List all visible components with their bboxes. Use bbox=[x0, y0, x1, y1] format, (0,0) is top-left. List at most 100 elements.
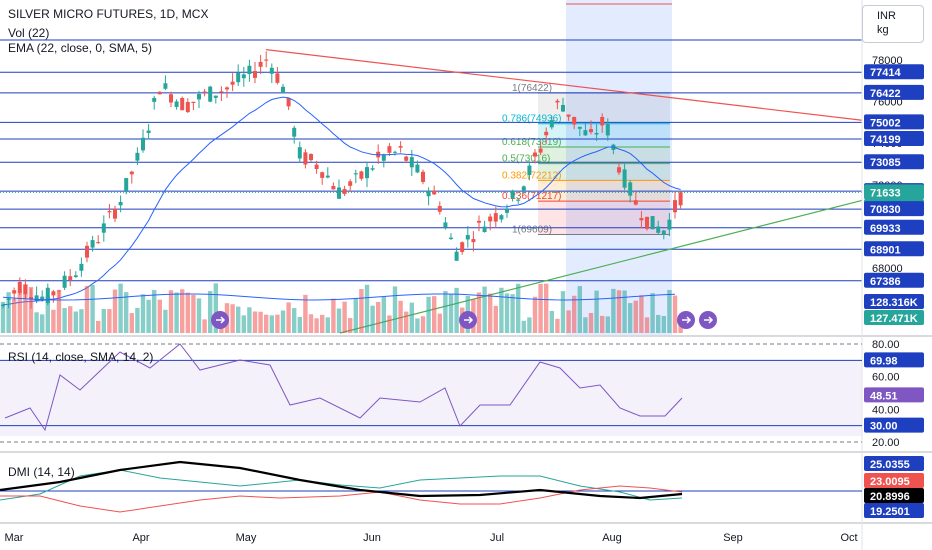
rsi-legend: RSI (14, close, SMA, 14, 2) bbox=[8, 350, 153, 364]
volume-bar bbox=[68, 306, 73, 333]
candle bbox=[146, 123, 151, 140]
volume-bar bbox=[185, 292, 190, 333]
volume-bar bbox=[208, 291, 213, 333]
price-label-bg bbox=[864, 84, 924, 100]
time-tick: Aug bbox=[602, 532, 622, 544]
candle-body bbox=[387, 146, 392, 153]
candle-body bbox=[477, 220, 481, 223]
rsi-band bbox=[0, 360, 862, 436]
candle-body bbox=[241, 74, 246, 79]
rsi-line bbox=[4, 343, 683, 432]
candle bbox=[577, 126, 582, 137]
candle-body bbox=[325, 175, 330, 178]
candle-body bbox=[253, 71, 257, 78]
volume-bar bbox=[202, 319, 207, 333]
candle bbox=[549, 116, 554, 130]
volume-bar bbox=[611, 288, 616, 333]
candle-body bbox=[17, 281, 22, 293]
volume-bar bbox=[51, 309, 56, 333]
fib-label: 0.382(72212) bbox=[502, 170, 562, 181]
arrow-icon bbox=[464, 316, 474, 324]
candle bbox=[387, 143, 392, 156]
rsi-tick: 40.00 bbox=[872, 404, 900, 416]
candle-body bbox=[146, 130, 151, 133]
volume-bar bbox=[286, 302, 291, 333]
volume-bar bbox=[443, 291, 448, 333]
candle bbox=[297, 141, 302, 163]
volume-bar bbox=[521, 320, 526, 333]
rsi-label: 30.00 bbox=[870, 421, 898, 433]
time-tick: Sep bbox=[723, 532, 743, 544]
volume-bar bbox=[415, 318, 420, 333]
unit-selector[interactable]: INR kg bbox=[862, 5, 924, 43]
candle-body bbox=[90, 240, 95, 248]
candle bbox=[191, 101, 196, 111]
rsi-tick: 20.00 bbox=[872, 437, 900, 449]
volume-bar bbox=[308, 314, 314, 333]
candle bbox=[51, 289, 56, 303]
volume-bar bbox=[135, 307, 140, 333]
volume-bar bbox=[107, 309, 112, 333]
candle-body bbox=[639, 218, 644, 221]
dmi-legend: DMI (14, 14) bbox=[8, 465, 75, 479]
candle-body bbox=[169, 94, 173, 103]
volume-bar bbox=[213, 283, 218, 333]
volume-bar bbox=[532, 296, 538, 333]
candle bbox=[286, 97, 291, 111]
chart-title: SILVER MICRO FUTURES, 1D, MCX bbox=[8, 7, 208, 21]
candle-body bbox=[505, 209, 509, 213]
candle-body bbox=[499, 215, 504, 220]
volume-bar bbox=[191, 294, 196, 333]
candle-body bbox=[337, 187, 341, 199]
candle-body bbox=[583, 130, 588, 136]
candle-body bbox=[617, 167, 621, 173]
candle-body bbox=[421, 171, 425, 182]
candle-body bbox=[527, 165, 532, 175]
candle-body bbox=[359, 171, 364, 179]
candle-body bbox=[538, 148, 543, 153]
candle bbox=[443, 217, 448, 230]
ema-line bbox=[2, 96, 681, 306]
candle-body bbox=[432, 190, 437, 195]
volume-bar bbox=[392, 286, 398, 333]
volume-bar bbox=[280, 310, 286, 333]
volume-bar bbox=[370, 305, 375, 333]
price-label: 74199 bbox=[870, 134, 901, 146]
volume-legend: Vol (22) bbox=[8, 26, 49, 40]
candle-body bbox=[12, 290, 17, 294]
volume-bar bbox=[196, 298, 202, 333]
candle bbox=[622, 163, 627, 190]
price-label-bg bbox=[864, 219, 924, 235]
candle bbox=[365, 161, 369, 188]
price-label-bg bbox=[864, 154, 924, 170]
candle bbox=[381, 153, 386, 168]
candle-body bbox=[275, 73, 280, 83]
candle-body bbox=[157, 91, 162, 95]
candle-body bbox=[124, 178, 129, 191]
volume-bar bbox=[90, 284, 95, 333]
candle-body bbox=[320, 172, 325, 178]
dmi-label-bg bbox=[864, 488, 924, 503]
candle bbox=[236, 64, 241, 87]
dmi-label-bg bbox=[864, 456, 924, 471]
candle-body bbox=[213, 95, 218, 98]
candle bbox=[197, 90, 201, 109]
candle-body bbox=[101, 223, 106, 233]
volume-bar bbox=[633, 300, 638, 333]
candle-body bbox=[667, 219, 672, 230]
candle bbox=[488, 213, 493, 231]
candle bbox=[477, 215, 481, 232]
candle-body bbox=[633, 200, 638, 205]
candle-body bbox=[460, 242, 465, 252]
candle-body bbox=[454, 251, 459, 261]
volume-bar bbox=[448, 293, 454, 333]
candle bbox=[309, 153, 313, 162]
candle bbox=[34, 286, 39, 304]
volume-bar bbox=[661, 315, 666, 333]
candle bbox=[465, 226, 470, 248]
rsi-label-bg bbox=[864, 352, 924, 368]
fib-label: 0.236(71217) bbox=[502, 191, 562, 202]
candle-body bbox=[600, 116, 605, 126]
volume-bar bbox=[275, 314, 280, 333]
